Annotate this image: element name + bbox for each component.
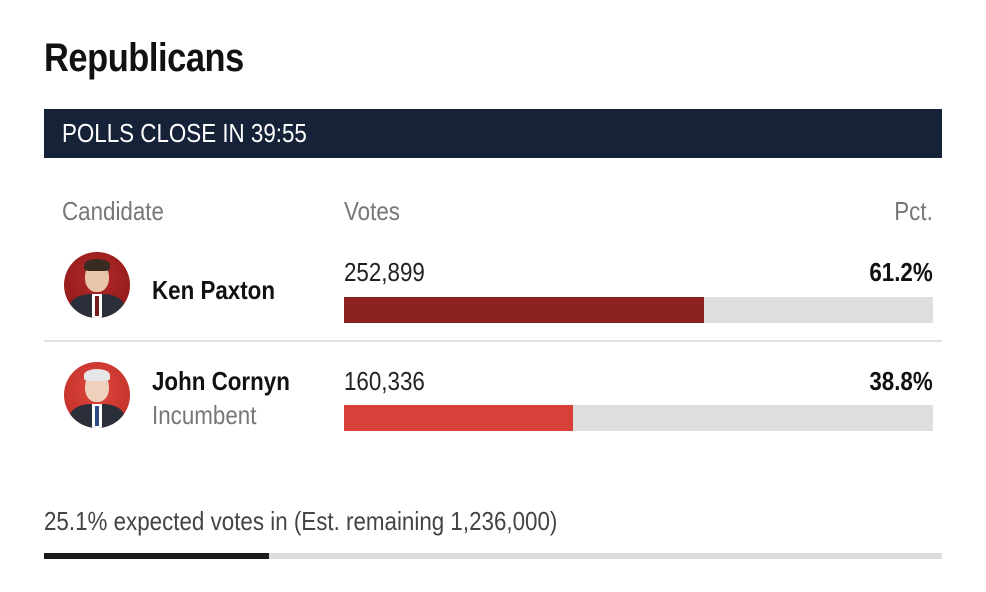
candidate-name: Ken Paxton (152, 275, 276, 305)
page-title: Republicans (44, 36, 244, 80)
candidate-avatar (64, 252, 130, 318)
vote-bar-fill (344, 405, 573, 431)
vote-bar-fill (344, 297, 705, 323)
vote-bar-track (344, 405, 933, 431)
candidate-pct: 38.8% (869, 366, 933, 396)
column-header-candidate: Candidate (62, 196, 164, 226)
vote-bar-track (344, 297, 933, 323)
expected-votes-text: 25.1% expected votes in (Est. remaining … (44, 506, 558, 536)
expected-votes-progress (44, 553, 942, 559)
column-header-pct: Pct. (894, 196, 933, 226)
candidate-avatar (64, 362, 130, 428)
candidate-pct: 61.2% (869, 257, 933, 287)
expected-votes-progress-fill (44, 553, 270, 559)
incumbent-label: Incumbent (152, 400, 257, 430)
candidate-row: John Cornyn Incumbent 160,336 38.8% (44, 350, 942, 450)
candidate-votes: 160,336 (344, 366, 425, 396)
candidate-row: Ken Paxton 252,899 61.2% (44, 240, 942, 342)
polls-close-banner: POLLS CLOSE IN 39:55 (44, 109, 942, 158)
column-header-votes: Votes (344, 196, 400, 226)
polls-close-text: POLLS CLOSE IN 39:55 (62, 118, 307, 148)
candidate-name: John Cornyn (152, 366, 290, 396)
candidate-votes: 252,899 (344, 257, 425, 287)
